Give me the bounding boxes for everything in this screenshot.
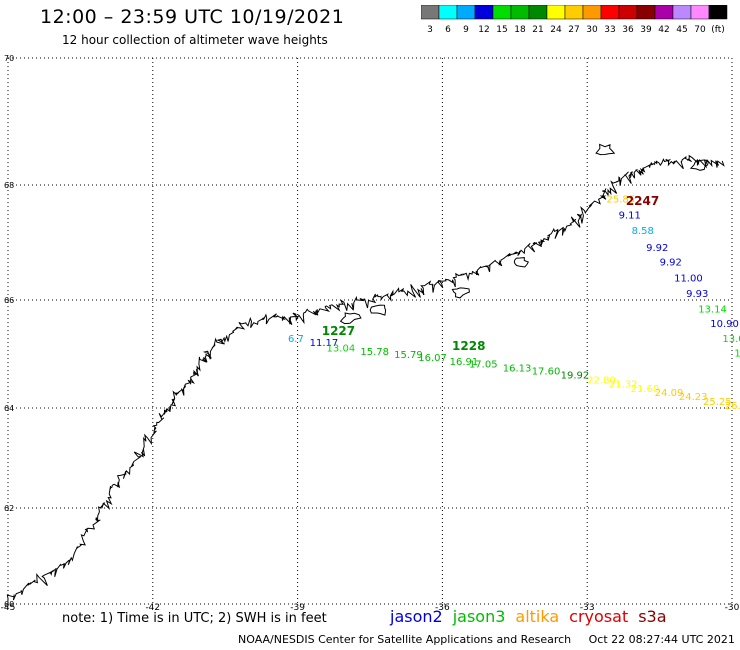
color-scale-label: 45: [676, 25, 687, 35]
wave-height-value: 21.60: [631, 384, 660, 395]
latitude-label: 66: [4, 296, 14, 305]
wave-height-value: 15.79: [394, 350, 423, 361]
pass-time-label: 1228: [452, 339, 485, 353]
color-scale-label: 21: [532, 25, 543, 35]
wave-height-value: 21.32: [609, 379, 638, 390]
color-scale-label: 18: [514, 25, 526, 35]
wave-height-value: 9.11: [619, 210, 641, 221]
altimeter-tracks: 25.85 9.11 8.58 9.92 9.92 11.00 9.93 13.14 10.90…: [288, 194, 740, 412]
island-outline: [595, 143, 616, 156]
latitude-label: 64: [4, 404, 14, 413]
color-scale-label: 9: [463, 25, 469, 35]
color-scale-label: 6: [445, 25, 451, 35]
wave-height-value: 26.72: [725, 401, 740, 412]
color-scale-label: 42: [658, 25, 669, 35]
color-scale-label: 3: [427, 25, 433, 35]
color-scale-label: 30: [586, 25, 598, 35]
latitude-label: 68: [4, 181, 14, 190]
wave-height-value: 8.58: [632, 226, 654, 237]
latitude-label: 70: [4, 54, 14, 63]
wave-height-value: 19.92: [561, 370, 590, 381]
wave-height-value: 16.91: [450, 357, 479, 368]
color-scale-label: 70: [694, 25, 706, 35]
color-scale-label: 27: [568, 25, 579, 35]
latitude-label: 62: [4, 504, 14, 513]
island-outline: [339, 312, 362, 325]
legend-jason3: jason3: [452, 607, 506, 626]
wave-height-value: 9.92: [646, 243, 668, 254]
wave-height-value: 24.09: [655, 388, 684, 399]
pass-time-label: 2247: [626, 194, 659, 208]
wave-height-value: 15.78: [360, 347, 389, 358]
color-scale-label: 15: [496, 25, 507, 35]
longitude-label: -42: [145, 603, 160, 613]
longitude-label: -36: [435, 603, 450, 613]
legend-cryosat: cryosat: [569, 607, 629, 626]
credit-line: NOAA/NESDIS Center for Satellite Applica…: [238, 633, 740, 646]
footnote: note: 1) Time is in UTC; 2) SWH is in fe…: [62, 611, 327, 626]
generated-timestamp: Oct 22 08:27:44 UTC 2021: [588, 633, 735, 646]
wave-height-value: 11.00: [674, 274, 703, 285]
color-swatch: [708, 5, 728, 20]
longitude-label: -33: [580, 603, 595, 613]
coastline-path: [6, 154, 725, 602]
color-scale-label: 24: [550, 25, 562, 35]
color-scale-label: 33: [604, 25, 615, 35]
longitude-label: -45: [1, 603, 16, 613]
wave-height-value: 24.23: [679, 392, 708, 403]
map-subtitle: 12 hour collection of altimeter wave hei…: [62, 33, 328, 47]
wave-height-value: 22.80: [587, 376, 616, 387]
island-outline: [513, 257, 530, 268]
longitude-label: -39: [290, 603, 305, 613]
color-scale-label: 12: [478, 25, 489, 35]
wave-height-value: 16.07: [418, 353, 447, 364]
island-outline: [451, 287, 470, 299]
wave-height-value: 11.17: [310, 338, 339, 349]
map-title: 12:00 – 23:59 UTC 10/19/2021: [40, 6, 345, 28]
legend-s3a: s3a: [638, 607, 667, 626]
pass-time-labels: 2247 1227 1228: [322, 194, 659, 353]
wave-height-value: 25.25: [703, 397, 732, 408]
color-scale-label: 36: [622, 25, 634, 35]
wave-height-value: 9.93: [686, 289, 708, 300]
wave-height-value: 6.7: [288, 334, 304, 345]
wave-height-value: 13.01: [722, 334, 740, 345]
greenland-coastline: [6, 143, 725, 602]
island-outline: [369, 304, 387, 316]
pass-time-label: 1227: [322, 324, 355, 338]
wave-height-value: 10.90: [710, 319, 739, 330]
wave-height-value: 9.92: [660, 258, 682, 269]
wave-height-value: 16.13: [503, 363, 532, 374]
wave-height-value: 25.85: [607, 194, 636, 205]
wave-height-value: 17.60: [532, 367, 561, 378]
wave-height-value: 13.14: [698, 304, 727, 315]
legend-altika: altika: [515, 607, 560, 626]
color-scale-bar: 3 6 9 12 15 18 21 24 27 30 33 36 39 42 45 70 (ft): [421, 5, 728, 35]
legend-jason2: jason2: [390, 607, 443, 626]
map-grid: [7, 57, 733, 605]
wave-height-value: 17.05: [469, 360, 498, 371]
credit-text: NOAA/NESDIS Center for Satellite Applica…: [238, 633, 572, 646]
color-scale-label: (ft): [711, 25, 725, 35]
wave-height-value: 13.19: [734, 349, 740, 360]
satellite-legend: jason2 jason3 altika cryosat s3a: [390, 607, 677, 626]
axis-labels: -45 -42 -39 -36 -33 -30 70 68 66 64 62 60: [1, 54, 740, 613]
latitude-label: 60: [4, 600, 14, 609]
island-outline: [689, 159, 709, 171]
color-scale-label: 39: [640, 25, 652, 35]
longitude-label: -30: [725, 603, 740, 613]
wave-height-value: 13.04: [327, 343, 356, 354]
